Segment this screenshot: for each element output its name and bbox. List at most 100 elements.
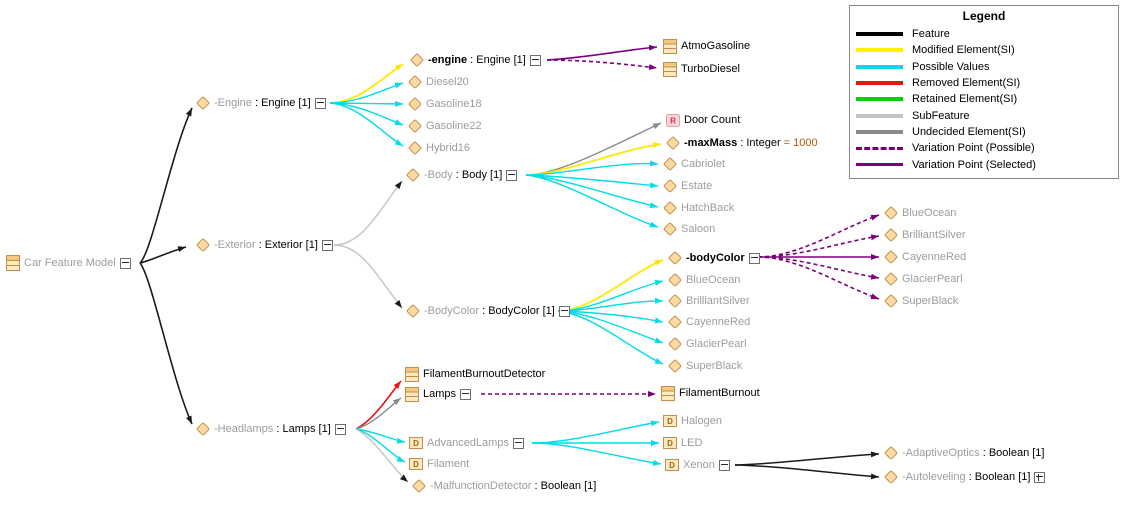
attribute-diamond-icon xyxy=(662,200,678,216)
attribute-diamond-icon xyxy=(883,469,899,485)
collapse-toggle[interactable] xyxy=(314,97,326,109)
legend-item-vp-selected: Variation Point (Selected) xyxy=(856,156,1112,172)
attribute-diamond-icon xyxy=(662,221,678,237)
edge-body-doorcount xyxy=(525,122,662,176)
collapse-toggle[interactable] xyxy=(558,305,570,317)
edge-engine-gasoline18 xyxy=(329,100,404,107)
attribute-diamond-icon xyxy=(667,272,683,288)
collapse-toggle[interactable] xyxy=(512,437,524,449)
attribute-diamond-icon xyxy=(411,478,427,494)
node-filamentburnout[interactable]: FilamentBurnout xyxy=(661,385,760,401)
node-engine[interactable]: -Engine : Engine [1] xyxy=(195,95,326,111)
collapse-toggle[interactable] xyxy=(119,257,131,269)
node-malfunctiondetector[interactable]: -MalfunctionDetector : Boolean [1] xyxy=(411,478,596,494)
node-autoleveling[interactable]: -Autoleveling : Boolean [1] xyxy=(883,469,1046,485)
node-filamentburnoutdetector[interactable]: FilamentBurnoutDetector xyxy=(405,366,545,382)
expand-toggle[interactable] xyxy=(1034,471,1046,483)
edge-bodycolorprop-superblack-possible xyxy=(757,256,880,300)
attribute-diamond-icon xyxy=(195,421,211,437)
node-vp-blueocean[interactable]: BlueOcean xyxy=(883,205,956,221)
svg-text:D: D xyxy=(667,417,673,426)
node-maxmass[interactable]: -maxMass : Integer = 1000 xyxy=(665,135,818,151)
edge-engineprop-atmogasoline-selected xyxy=(546,44,658,61)
collapse-toggle[interactable] xyxy=(748,252,760,264)
node-saloon[interactable]: Saloon xyxy=(662,221,715,237)
node-body[interactable]: -Body : Body [1] xyxy=(405,167,518,183)
node-cabriolet[interactable]: Cabriolet xyxy=(662,156,725,172)
edge-xenon-autoleveling xyxy=(734,464,880,480)
attribute-diamond-icon xyxy=(883,249,899,265)
legend-item-retained: Retained Element(SI) xyxy=(856,91,1112,107)
node-atmogasoline[interactable]: AtmoGasoline xyxy=(663,38,750,54)
vp-selected-line-swatch xyxy=(856,163,903,167)
collapse-toggle[interactable] xyxy=(460,388,472,400)
node-lamps[interactable]: Lamps xyxy=(405,386,472,402)
legend-item-removed: Removed Element(SI) xyxy=(856,75,1112,91)
node-brilliantsilver[interactable]: BrilliantSilver xyxy=(667,293,750,309)
collapse-toggle[interactable] xyxy=(529,54,541,66)
node-blueocean[interactable]: BlueOcean xyxy=(667,272,740,288)
collapse-toggle[interactable] xyxy=(718,459,730,471)
edge-root-exterior xyxy=(139,246,187,264)
node-headlamps[interactable]: -Headlamps : Lamps [1] xyxy=(195,421,346,437)
legend-item-feature: Feature xyxy=(856,26,1112,42)
node-xenon[interactable]: D Xenon xyxy=(665,457,730,473)
collapse-toggle[interactable] xyxy=(506,169,518,181)
attribute-diamond-icon xyxy=(883,293,899,309)
node-gasoline22[interactable]: Gasoline22 xyxy=(407,118,482,134)
node-exterior[interactable]: -Exterior : Exterior [1] xyxy=(195,237,333,253)
edge-body-estate xyxy=(525,174,659,189)
node-vp-superblack[interactable]: SuperBlack xyxy=(883,293,958,309)
node-advancedlamps[interactable]: D AdvancedLamps xyxy=(409,435,524,451)
feature-line-swatch xyxy=(856,32,903,37)
legend-item-subfeature: SubFeature xyxy=(856,107,1112,123)
edge-body-hatchback xyxy=(525,174,659,209)
svg-text:D: D xyxy=(669,461,675,470)
node-led[interactable]: D LED xyxy=(663,435,702,451)
possible-values-line-swatch xyxy=(856,64,903,69)
node-diesel20[interactable]: Diesel20 xyxy=(407,74,469,90)
vp-possible-line-swatch xyxy=(856,146,903,150)
node-engine-prop[interactable]: -engine : Engine [1] xyxy=(409,52,541,68)
svg-text:D: D xyxy=(413,460,419,469)
edge-headlamps-filament xyxy=(355,428,406,463)
subfeature-line-swatch xyxy=(856,113,903,118)
attribute-diamond-icon xyxy=(667,314,683,330)
node-cayennered[interactable]: CayenneRed xyxy=(667,314,750,330)
node-gasoline18[interactable]: Gasoline18 xyxy=(407,96,482,112)
legend-panel: Legend Feature Modified Element(SI) Poss… xyxy=(849,5,1119,179)
node-superblack[interactable]: SuperBlack xyxy=(667,358,742,374)
node-bodycolor[interactable]: -BodyColor : BodyColor [1] xyxy=(405,303,570,319)
edge-bodycolor-blueocean xyxy=(557,279,664,312)
edge-engine-diesel20 xyxy=(329,82,404,104)
class-icon xyxy=(405,386,419,402)
node-vp-brilliantsilver[interactable]: BrilliantSilver xyxy=(883,227,966,243)
edge-headlamps-filamentburnoutdetector xyxy=(355,380,402,430)
node-hatchback[interactable]: HatchBack xyxy=(662,200,734,216)
attribute-diamond-icon xyxy=(405,167,421,183)
node-glacierpearl[interactable]: GlacierPearl xyxy=(667,336,747,352)
legend-item-undecided: Undecided Element(SI) xyxy=(856,124,1112,140)
node-turbodiesel[interactable]: TurboDiesel xyxy=(663,61,740,77)
retained-line-swatch xyxy=(856,97,903,102)
attribute-diamond-icon xyxy=(667,336,683,352)
node-hybrid16[interactable]: Hybrid16 xyxy=(407,140,470,156)
node-vp-glacierpearl[interactable]: GlacierPearl xyxy=(883,271,963,287)
node-adaptiveoptics[interactable]: -AdaptiveOptics : Boolean [1] xyxy=(883,445,1044,461)
node-doorcount[interactable]: R Door Count xyxy=(666,112,740,128)
undecided-line-swatch xyxy=(856,129,903,134)
node-estate[interactable]: Estate xyxy=(662,178,712,194)
requirement-icon: R xyxy=(666,113,680,127)
attribute-diamond-icon xyxy=(667,250,683,266)
node-vp-cayennered[interactable]: CayenneRed xyxy=(883,249,966,265)
node-halogen[interactable]: D Halogen xyxy=(663,413,722,429)
attribute-diamond-icon xyxy=(195,95,211,111)
node-car-feature-model[interactable]: Car Feature Model xyxy=(6,255,131,271)
node-bodycolor-prop[interactable]: -bodyColor xyxy=(667,250,760,266)
device-icon: D xyxy=(409,437,423,449)
collapse-toggle[interactable] xyxy=(334,423,346,435)
collapse-toggle[interactable] xyxy=(321,239,333,251)
device-icon: D xyxy=(409,458,423,470)
node-filament[interactable]: D Filament xyxy=(409,456,469,472)
